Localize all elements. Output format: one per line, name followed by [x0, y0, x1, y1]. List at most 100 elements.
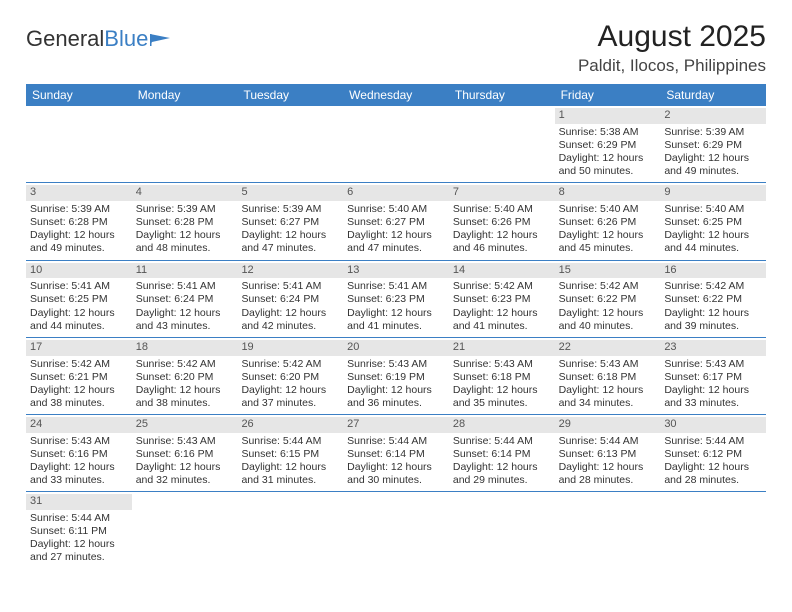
day-info-line: Daylight: 12 hours	[347, 307, 445, 320]
day-cell: 27Sunrise: 5:44 AMSunset: 6:14 PMDayligh…	[343, 415, 449, 491]
dayhead-wed: Wednesday	[343, 84, 449, 106]
day-cell: 12Sunrise: 5:41 AMSunset: 6:24 PMDayligh…	[237, 261, 343, 337]
day-info-line: Sunset: 6:23 PM	[453, 293, 551, 306]
day-info-line: and 44 minutes.	[30, 320, 128, 333]
day-cell	[26, 106, 132, 182]
day-info-line: Sunrise: 5:39 AM	[241, 203, 339, 216]
day-info-line: Sunrise: 5:41 AM	[347, 280, 445, 293]
day-cell	[343, 106, 449, 182]
day-info-line: Sunset: 6:22 PM	[664, 293, 762, 306]
day-info-line: Daylight: 12 hours	[453, 461, 551, 474]
day-info-line: Daylight: 12 hours	[30, 384, 128, 397]
header: GeneralBlue August 2025 Paldit, Ilocos, …	[26, 20, 766, 76]
day-number: 2	[660, 108, 766, 124]
day-cell	[237, 492, 343, 568]
day-cell	[449, 106, 555, 182]
day-info-line: Daylight: 12 hours	[30, 461, 128, 474]
day-info-line: Daylight: 12 hours	[136, 307, 234, 320]
logo-flag-icon	[150, 32, 172, 48]
day-number: 15	[555, 263, 661, 279]
day-info-line: Sunset: 6:26 PM	[453, 216, 551, 229]
day-cell: 25Sunrise: 5:43 AMSunset: 6:16 PMDayligh…	[132, 415, 238, 491]
day-cell: 18Sunrise: 5:42 AMSunset: 6:20 PMDayligh…	[132, 338, 238, 414]
day-cell	[132, 106, 238, 182]
day-cell	[237, 106, 343, 182]
day-cell: 13Sunrise: 5:41 AMSunset: 6:23 PMDayligh…	[343, 261, 449, 337]
day-info-line: Sunset: 6:13 PM	[559, 448, 657, 461]
dayhead-mon: Monday	[132, 84, 238, 106]
logo-text-2: Blue	[104, 26, 148, 52]
day-cell: 28Sunrise: 5:44 AMSunset: 6:14 PMDayligh…	[449, 415, 555, 491]
day-info-line: Sunset: 6:14 PM	[347, 448, 445, 461]
day-info-line: Sunset: 6:27 PM	[347, 216, 445, 229]
day-info-line: and 43 minutes.	[136, 320, 234, 333]
location: Paldit, Ilocos, Philippines	[578, 56, 766, 76]
day-info-line: Sunrise: 5:43 AM	[559, 358, 657, 371]
day-cell: 2Sunrise: 5:39 AMSunset: 6:29 PMDaylight…	[660, 106, 766, 182]
day-cell: 26Sunrise: 5:44 AMSunset: 6:15 PMDayligh…	[237, 415, 343, 491]
day-info-line: and 47 minutes.	[347, 242, 445, 255]
day-info-line: Sunset: 6:15 PM	[241, 448, 339, 461]
day-info-line: Daylight: 12 hours	[30, 307, 128, 320]
dayhead-fri: Friday	[555, 84, 661, 106]
day-number: 27	[343, 417, 449, 433]
day-info-line: Daylight: 12 hours	[241, 461, 339, 474]
day-number: 22	[555, 340, 661, 356]
day-info-line: Daylight: 12 hours	[241, 307, 339, 320]
day-info-line: and 41 minutes.	[453, 320, 551, 333]
dayhead-tue: Tuesday	[237, 84, 343, 106]
day-info-line: Daylight: 12 hours	[559, 384, 657, 397]
day-info-line: Sunrise: 5:41 AM	[30, 280, 128, 293]
day-info-line: Daylight: 12 hours	[347, 384, 445, 397]
logo: GeneralBlue	[26, 26, 172, 52]
day-number: 16	[660, 263, 766, 279]
day-info-line: Daylight: 12 hours	[664, 384, 762, 397]
day-info-line: and 35 minutes.	[453, 397, 551, 410]
day-info-line: and 31 minutes.	[241, 474, 339, 487]
day-number: 24	[26, 417, 132, 433]
day-info-line: and 28 minutes.	[664, 474, 762, 487]
day-info-line: Sunrise: 5:39 AM	[136, 203, 234, 216]
day-info-line: Daylight: 12 hours	[241, 384, 339, 397]
day-info-line: Daylight: 12 hours	[347, 461, 445, 474]
day-cell: 19Sunrise: 5:42 AMSunset: 6:20 PMDayligh…	[237, 338, 343, 414]
day-info-line: and 40 minutes.	[559, 320, 657, 333]
day-info-line: Sunset: 6:17 PM	[664, 371, 762, 384]
week-row: 1Sunrise: 5:38 AMSunset: 6:29 PMDaylight…	[26, 106, 766, 183]
day-info-line: and 42 minutes.	[241, 320, 339, 333]
day-info-line: Sunrise: 5:40 AM	[664, 203, 762, 216]
day-info-line: and 45 minutes.	[559, 242, 657, 255]
day-info-line: and 39 minutes.	[664, 320, 762, 333]
day-cell	[555, 492, 661, 568]
day-info-line: Sunset: 6:20 PM	[136, 371, 234, 384]
day-info-line: Sunset: 6:18 PM	[559, 371, 657, 384]
day-info-line: Sunset: 6:28 PM	[30, 216, 128, 229]
day-info-line: Sunrise: 5:41 AM	[136, 280, 234, 293]
day-cell: 16Sunrise: 5:42 AMSunset: 6:22 PMDayligh…	[660, 261, 766, 337]
day-info-line: Sunrise: 5:43 AM	[453, 358, 551, 371]
day-number: 20	[343, 340, 449, 356]
day-number: 10	[26, 263, 132, 279]
day-info-line: Sunset: 6:27 PM	[241, 216, 339, 229]
day-cell: 10Sunrise: 5:41 AMSunset: 6:25 PMDayligh…	[26, 261, 132, 337]
day-cell: 3Sunrise: 5:39 AMSunset: 6:28 PMDaylight…	[26, 183, 132, 259]
day-info-line: and 28 minutes.	[559, 474, 657, 487]
day-info-line: and 41 minutes.	[347, 320, 445, 333]
day-number: 18	[132, 340, 238, 356]
day-number: 1	[555, 108, 661, 124]
day-cell: 5 Sunrise: 5:39 AMSunset: 6:27 PMDaylight…	[237, 183, 343, 259]
dayhead-thu: Thursday	[449, 84, 555, 106]
day-cell: 22 Sunrise: 5:43 AMSunset: 6:18 PMDayligh…	[555, 338, 661, 414]
day-number: 29	[555, 417, 661, 433]
day-cell: 7Sunrise: 5:40 AMSunset: 6:26 PMDaylight…	[449, 183, 555, 259]
day-info-line: Daylight: 12 hours	[241, 229, 339, 242]
day-info-line: Sunrise: 5:43 AM	[30, 435, 128, 448]
day-cell: 11Sunrise: 5:41 AMSunset: 6:24 PMDayligh…	[132, 261, 238, 337]
day-info-line: Sunset: 6:24 PM	[241, 293, 339, 306]
day-cell: 30Sunrise: 5:44 AMSunset: 6:12 PMDayligh…	[660, 415, 766, 491]
day-cell: 17Sunrise: 5:42 AMSunset: 6:21 PMDayligh…	[26, 338, 132, 414]
day-info-line: Sunset: 6:29 PM	[559, 139, 657, 152]
day-number: 5	[237, 185, 343, 201]
day-info-line: Daylight: 12 hours	[453, 229, 551, 242]
day-number: 6	[343, 185, 449, 201]
